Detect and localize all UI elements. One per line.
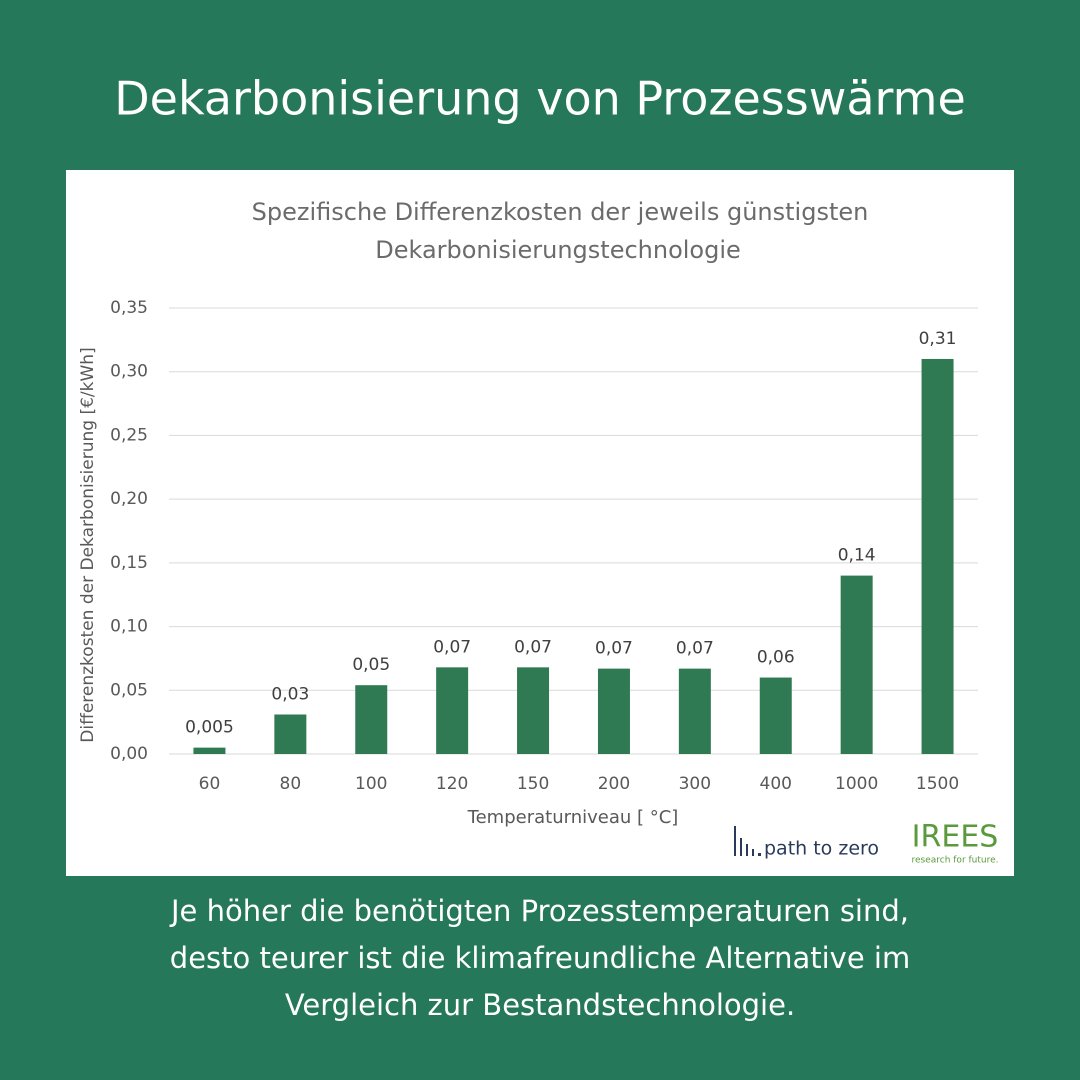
- value-label: 0,07: [595, 639, 633, 659]
- value-label: 0,06: [757, 648, 795, 668]
- irees-tagline: research for future.: [911, 856, 998, 866]
- y-tick-label: 0,00: [110, 744, 148, 764]
- path-to-zero-logo: path to zero: [734, 826, 879, 860]
- irees-logo: IREES: [912, 820, 999, 855]
- chart-title: Dekarbonisierungstechnologie: [375, 236, 741, 264]
- y-axis-label: Differenzkosten der Dekarbonisierung [€/…: [78, 347, 98, 742]
- footer-text: desto teurer ist die klimafreundliche Al…: [170, 941, 910, 975]
- value-label: 0,07: [676, 639, 714, 659]
- x-tick-label: 300: [679, 774, 711, 794]
- x-tick-label: 1500: [916, 774, 959, 794]
- logo-text: path to zero: [764, 838, 879, 860]
- y-tick-label: 0,30: [110, 362, 148, 382]
- x-axis-label: Temperaturniveau [ °C]: [467, 807, 679, 828]
- bar: [840, 575, 873, 754]
- y-tick-label: 0,35: [110, 298, 148, 318]
- value-label: 0,14: [838, 546, 876, 566]
- chart-panel: [66, 170, 1014, 876]
- footer-text: Je höher die benötigten Prozesstemperatu…: [169, 894, 909, 928]
- bar: [274, 714, 307, 754]
- footer-text: Vergleich zur Bestandstechnologie.: [285, 988, 795, 1022]
- x-tick-label: 100: [355, 774, 387, 794]
- bar: [193, 747, 226, 754]
- bar: [597, 668, 630, 754]
- value-label: 0,005: [185, 718, 234, 738]
- value-label: 0,05: [352, 655, 390, 675]
- value-label: 0,07: [433, 637, 471, 657]
- x-tick-label: 1000: [835, 774, 878, 794]
- y-tick-label: 0,20: [110, 489, 148, 509]
- x-tick-label: 60: [199, 774, 221, 794]
- x-tick-label: 200: [598, 774, 630, 794]
- bar: [355, 685, 388, 754]
- y-tick-label: 0,25: [110, 425, 148, 445]
- bar: [759, 677, 792, 754]
- bar: [517, 667, 550, 754]
- bar: [678, 668, 711, 754]
- y-tick-label: 0,15: [110, 553, 148, 573]
- bar: [921, 358, 954, 754]
- value-label: 0,03: [271, 684, 309, 704]
- y-tick-label: 0,10: [110, 617, 148, 637]
- x-tick-label: 150: [517, 774, 549, 794]
- value-label: 0,07: [514, 637, 552, 657]
- x-tick-label: 400: [760, 774, 792, 794]
- header-title: Dekarbonisierung von Prozesswärme: [114, 72, 966, 126]
- value-label: 0,31: [919, 329, 957, 349]
- bar: [436, 667, 469, 754]
- y-tick-label: 0,05: [110, 680, 148, 700]
- x-tick-label: 80: [280, 774, 302, 794]
- x-tick-label: 120: [436, 774, 468, 794]
- chart-title: Spezifische Differenzkosten der jeweils …: [252, 198, 869, 226]
